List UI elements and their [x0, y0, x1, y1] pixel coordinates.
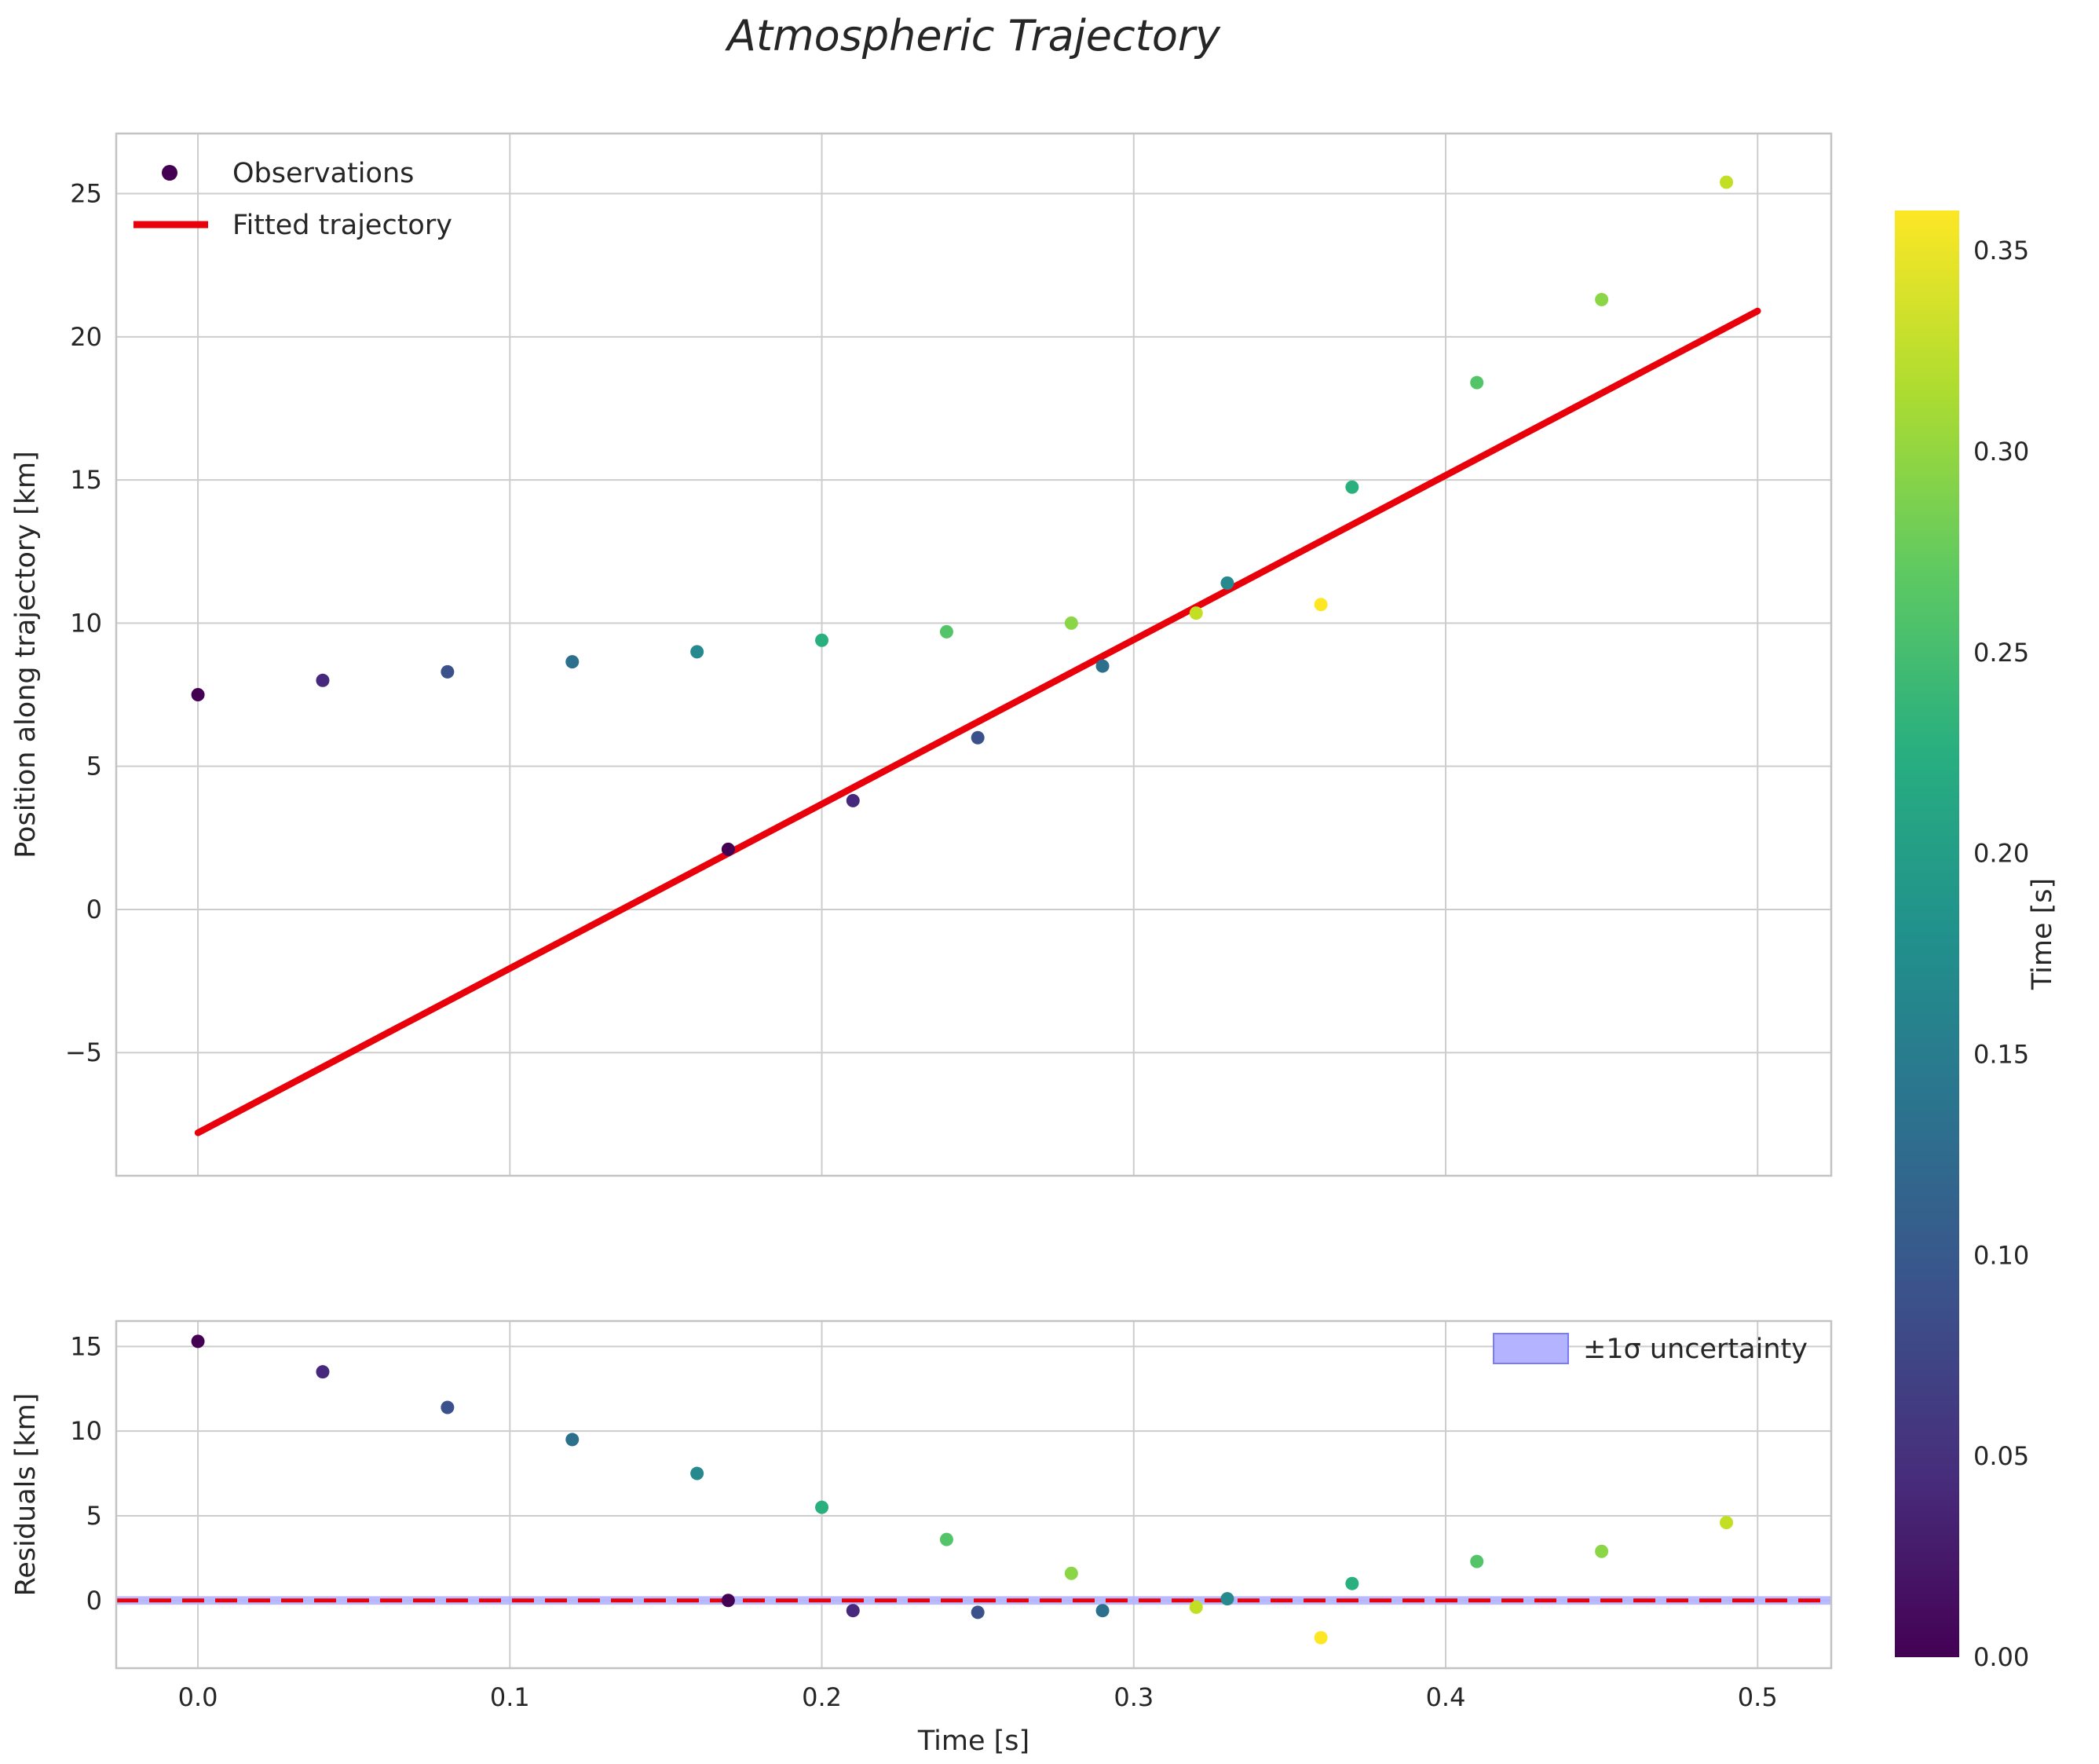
legend-observations-label: Observations	[232, 158, 414, 189]
observation-point	[565, 655, 580, 669]
main-y-tick-label: 20	[70, 322, 102, 352]
residual-axes: 0 5 10 15 0.0 0.1 0.2 0.3 0.4 0.5 Time [s] Residual…	[10, 1319, 1833, 1757]
colorbar-axis-label: Time [s]	[2027, 878, 2058, 990]
main-y-tick-label: 0	[86, 895, 102, 924]
residual-point	[1220, 1592, 1234, 1606]
residual-y-axis-label: Residuals [km]	[10, 1393, 42, 1597]
observation-point	[846, 793, 860, 807]
residual-point	[441, 1400, 455, 1414]
observation-point	[1314, 598, 1328, 612]
main-y-tick-label: 25	[70, 179, 102, 209]
residual-point	[1314, 1630, 1328, 1645]
residual-point	[1595, 1544, 1609, 1558]
main-y-tick-label: 15	[70, 465, 102, 495]
observation-point	[1220, 576, 1234, 590]
observation-point	[939, 624, 953, 639]
residual-point	[1095, 1604, 1110, 1618]
colorbar: 0.00 0.05 0.10 0.15 0.20 0.25 0.30 0.35 Time [s]	[1895, 210, 2058, 1672]
residual-point	[1720, 1516, 1734, 1530]
residual-y-tick-label: 0	[86, 1586, 102, 1616]
colorbar-tick-label: 0.30	[1973, 437, 2029, 467]
observation-point	[1095, 659, 1110, 673]
colorbar-tick-label: 0.20	[1973, 839, 2029, 869]
residual-point	[316, 1365, 330, 1379]
main-legend: Observations Fitted trajectory	[133, 158, 452, 241]
residual-point	[1189, 1600, 1203, 1614]
residual-plot-border	[115, 1319, 1833, 1670]
observation-point	[815, 633, 829, 647]
main-plot-border	[115, 132, 1833, 1177]
legend-fitted-line-label: Fitted trajectory	[232, 210, 452, 241]
observation-point	[721, 842, 735, 856]
observation-point	[441, 664, 455, 679]
main-y-tick-label: 10	[70, 608, 102, 638]
residual-point	[939, 1532, 953, 1546]
colorbar-tick-label: 0.10	[1973, 1240, 2029, 1270]
x-tick-label: 0.3	[1113, 1682, 1154, 1712]
residual-point	[690, 1466, 704, 1480]
residual-point	[846, 1604, 860, 1618]
residual-point	[1345, 1576, 1359, 1590]
main-plot-background	[116, 134, 1831, 1176]
main-y-tick-label: 5	[86, 752, 102, 781]
colorbar-tick-label: 0.00	[1973, 1642, 2029, 1672]
observation-point	[690, 645, 704, 659]
fitted-trajectory-line	[194, 307, 1761, 1136]
observation-point	[1595, 292, 1609, 306]
x-tick-label: 0.2	[802, 1682, 842, 1712]
residual-y-tick-label: 15	[70, 1331, 102, 1361]
observation-point	[1189, 606, 1203, 620]
x-tick-label: 0.5	[1738, 1682, 1778, 1712]
observation-point	[971, 730, 985, 745]
colorbar-tick-label: 0.35	[1973, 236, 2029, 265]
main-y-tick-label: −5	[65, 1038, 102, 1067]
residual-point	[815, 1500, 829, 1514]
x-tick-label: 0.1	[490, 1682, 530, 1712]
residual-y-tick-label: 10	[70, 1416, 102, 1446]
legend-observations-marker-icon	[162, 165, 177, 181]
main-axes: −5 0 5 10 15 20 25 Position along trajectory [k…	[10, 132, 1833, 1177]
x-tick-label: 0.4	[1426, 1682, 1466, 1712]
chart-title: Atmospheric Trajectory	[726, 11, 1221, 60]
observation-point	[1064, 616, 1078, 630]
colorbar-tick-label: 0.15	[1973, 1040, 2029, 1070]
main-y-axis-label: Position along trajectory [km]	[10, 451, 42, 858]
colorbar-tick-label: 0.05	[1973, 1441, 2029, 1471]
observation-point	[191, 688, 205, 702]
residual-point	[565, 1433, 580, 1447]
residual-point	[971, 1605, 985, 1619]
legend-uncertainty-swatch-icon	[1493, 1333, 1569, 1364]
residual-point	[1470, 1554, 1484, 1568]
colorbar-bar	[1895, 210, 1959, 1657]
observation-point	[1470, 375, 1484, 390]
observation-point	[1345, 480, 1359, 494]
colorbar-tick-label: 0.25	[1973, 638, 2029, 668]
x-axis-label: Time [s]	[917, 1726, 1029, 1757]
residual-legend: ±1σ uncertainty	[1493, 1333, 1808, 1365]
observation-point	[1720, 175, 1734, 189]
residual-point	[721, 1594, 735, 1608]
residual-point	[1064, 1566, 1078, 1580]
x-tick-label: 0.0	[178, 1682, 218, 1712]
observation-point	[316, 673, 330, 687]
residual-y-tick-label: 5	[86, 1501, 102, 1531]
residual-point	[191, 1334, 205, 1349]
legend-uncertainty-label: ±1σ uncertainty	[1583, 1334, 1808, 1365]
